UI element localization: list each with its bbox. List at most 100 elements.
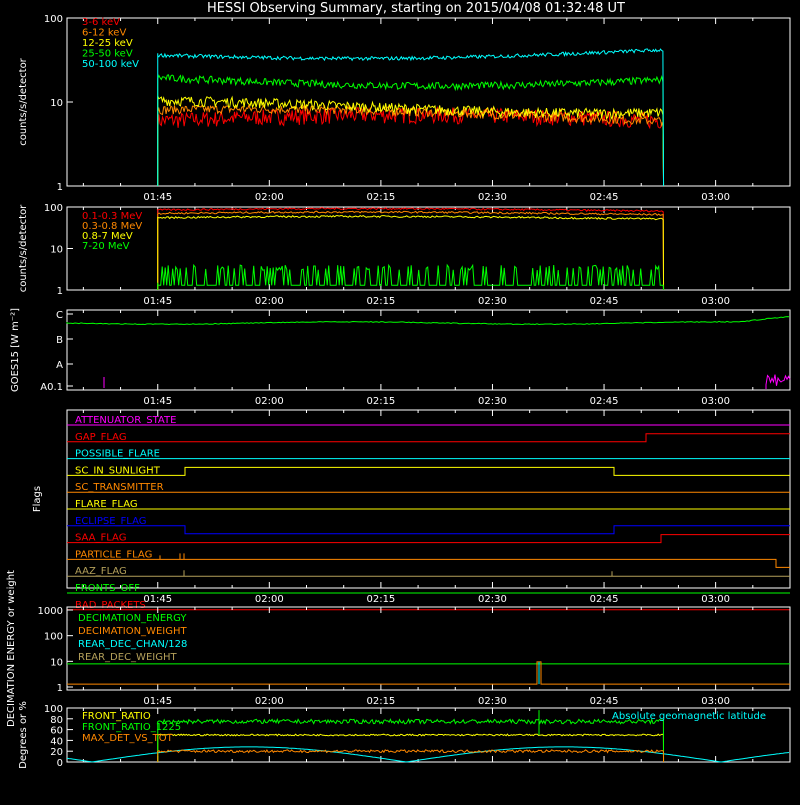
x-tick-label: 01:45 (143, 296, 172, 307)
panel-rates-low: 01:45 02:00 02:15 02:30 02:45 03:00 100 10 1 coun… (18, 14, 791, 203)
x-tick-label: 02:15 (366, 396, 395, 407)
y-axis-label: counts/s/detector (18, 57, 29, 145)
x-tick-label: 02:15 (366, 594, 395, 605)
flag-label: ECLIPSE_FLAG (75, 516, 146, 527)
y-tick-label: 40 (50, 736, 63, 747)
panel-frame (66, 309, 791, 391)
x-tick-label: 02:15 (366, 296, 395, 307)
y-tick-label: 100 (44, 14, 63, 25)
y-axis-label: Degrees or % (18, 701, 29, 769)
flag-label: SC_TRANSMITTER (75, 482, 164, 493)
goes-short-line (765, 374, 791, 389)
y-tick-label: 1 (57, 182, 63, 193)
x-tick-label: 03:00 (701, 594, 730, 605)
legend-entry: DECIMATION_ENERGY (78, 613, 187, 624)
legend-entry: 0.8-7 MeV (82, 231, 133, 242)
y-tick-label: 10 (50, 98, 63, 109)
flag-label: SC_IN_SUNLIGHT (75, 465, 161, 476)
x-tick-label: 02:45 (590, 396, 619, 407)
legend-entry: 0.1-0.3 MeV (82, 211, 142, 222)
y-axis-label: DECIMATION ENERGY or weight (6, 570, 17, 727)
series-line-3 (157, 74, 665, 187)
legend-entry: 0.3-0.8 MeV (82, 221, 142, 232)
y-tick-label: 60 (50, 726, 63, 737)
legend-entry: 7-20 MeV (82, 241, 130, 252)
series-line-0 (157, 105, 665, 187)
y-tick-label: A (56, 360, 63, 371)
panel-frame (66, 409, 791, 589)
y-tick-label: 100 (44, 704, 63, 715)
annotation-label: Absolute geomagnetic latitude (612, 711, 766, 722)
flag-line-3 (67, 466, 790, 476)
flag-label: FRONTS_OFF (75, 583, 140, 594)
series-line-1 (157, 210, 665, 291)
legend-entry: 6-12 keV (82, 28, 126, 39)
y-axis-label: GOES15 [W m⁻²] (10, 308, 21, 392)
ratio-line-1 (157, 717, 665, 763)
y-tick-label: 10 (50, 657, 63, 668)
x-tick-label: 03:00 (701, 696, 730, 707)
y-tick-label: 10 (50, 245, 63, 256)
legend-entry: FRONT_RATIO (82, 711, 151, 722)
series-line-0 (156, 207, 665, 291)
x-tick-label: 03:00 (701, 296, 730, 307)
legend-entry: 3-6 keV (82, 17, 120, 28)
legend-entry: DECIMATION_WEIGHT (78, 626, 187, 637)
ratio-line-0 (157, 733, 665, 763)
y-tick-label: 100 (44, 632, 63, 643)
flag-label: POSSIBLE_FLARE (75, 449, 160, 460)
flag-label: GAP_FLAG (75, 432, 127, 443)
x-tick-label: 02:30 (478, 396, 507, 407)
x-tick-label: 01:45 (143, 594, 172, 605)
y-tick-label: 1 (57, 683, 63, 694)
flag-label: ATTENUATOR_STATE (75, 415, 176, 426)
legend-entry: 50-100 keV (82, 59, 139, 70)
legend-entry: 12-25 keV (82, 38, 133, 49)
x-tick-label: 02:45 (590, 192, 619, 203)
panel-frame (66, 707, 791, 763)
flag-label: BAD_PACKETS (75, 600, 146, 611)
y-tick-label: 20 (50, 747, 63, 758)
series-line-1 (157, 103, 665, 187)
legend-entry: REAR_DEC_WEIGHT (78, 652, 177, 663)
x-tick-label: 03:00 (701, 396, 730, 407)
series-line-3 (157, 263, 665, 291)
y-tick-label: 100 (44, 203, 63, 214)
legend-entry: FRONT_RATIO_1225 (82, 722, 181, 733)
x-tick-label: 01:45 (143, 396, 172, 407)
x-tick-label: 02:30 (478, 696, 507, 707)
panel-goes: 01:45 02:00 02:15 02:30 02:45 03:00 C B A A0.1 GOE… (10, 308, 791, 407)
panel-frame (66, 606, 791, 691)
x-tick-label: 02:00 (255, 696, 284, 707)
flag-line-8 (67, 558, 790, 568)
latitude-line (66, 746, 790, 763)
x-tick-label: 02:00 (255, 594, 284, 605)
flag-label: AAZ_FLAG (75, 566, 127, 577)
x-tick-label: 01:45 (143, 192, 172, 203)
x-tick-label: 02:30 (478, 192, 507, 203)
flag-label: FLARE_FLAG (75, 499, 138, 510)
flag-label: PARTICLE_FLAG (75, 549, 152, 560)
flag-line-6 (67, 525, 790, 535)
x-tick-label: 02:00 (255, 296, 284, 307)
flag-line-1 (67, 433, 790, 443)
legend-entry: MAX_DET_VS_TOT (82, 733, 174, 744)
y-tick-label: 80 (50, 715, 63, 726)
y-tick-label: 1000 (38, 606, 63, 617)
x-tick-label: 02:00 (255, 396, 284, 407)
y-tick-label: C (56, 310, 63, 321)
flag-line-7 (67, 534, 790, 544)
y-tick-label: 1 (57, 286, 63, 297)
ratio-line-2 (157, 749, 665, 763)
y-axis-label: counts/s/detector (18, 204, 29, 292)
y-tick-label: 0 (57, 758, 63, 769)
figure-title: HESSI Observing Summary, starting on 201… (207, 1, 625, 16)
y-tick-label: B (56, 335, 63, 346)
series-line-2 (157, 215, 665, 291)
x-tick-label: 02:30 (478, 296, 507, 307)
y-tick-label: A0.1 (40, 382, 63, 393)
panel-flags: 01:45 02:00 02:15 02:30 02:45 03:00 Flags ATTEN… (32, 409, 791, 611)
